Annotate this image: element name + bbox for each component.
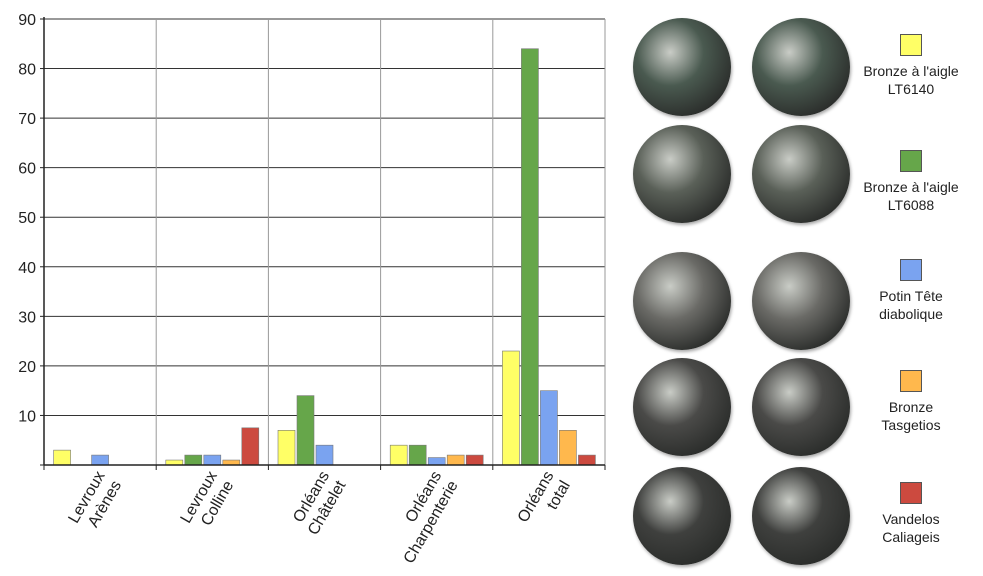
y-tick-label: 50 bbox=[18, 210, 36, 227]
y-tick-label: 60 bbox=[18, 161, 36, 178]
category-labels: LevrouxArènes LevrouxColline OrléansChâtel… bbox=[65, 468, 574, 567]
axes bbox=[40, 17, 606, 470]
y-tick-label: 30 bbox=[18, 309, 36, 326]
bar bbox=[465, 454, 484, 466]
bar bbox=[446, 454, 465, 466]
y-tick-label: 70 bbox=[18, 111, 36, 128]
legend-label: Vandelos Caliageis bbox=[882, 511, 940, 545]
bar bbox=[389, 444, 408, 466]
reverse-coin-5 bbox=[752, 467, 850, 565]
category-label: LevrouxColline bbox=[178, 468, 238, 535]
obverse-coin-2 bbox=[633, 125, 731, 223]
bars bbox=[53, 48, 596, 466]
category-label: Orléanstotal bbox=[515, 469, 574, 536]
legend-swatch bbox=[900, 34, 922, 56]
legend-item: Bronze à l'aigle LT6140 bbox=[846, 34, 976, 98]
bar bbox=[540, 390, 558, 466]
legend-swatch bbox=[900, 370, 922, 392]
y-tick-labels: 10 20 30 40 50 60 70 80 90 bbox=[18, 12, 36, 425]
category-label: LevrouxArènes bbox=[65, 469, 125, 536]
bar bbox=[521, 48, 539, 466]
bar bbox=[296, 395, 315, 466]
legend-label: Bronze à l'aigle LT6140 bbox=[863, 63, 959, 97]
reverse-coin-1 bbox=[752, 18, 850, 116]
bar bbox=[408, 444, 427, 466]
bar bbox=[53, 449, 71, 466]
bar bbox=[427, 457, 446, 466]
legend-item: Vandelos Caliageis bbox=[846, 482, 976, 546]
y-tick-label: 40 bbox=[18, 260, 36, 277]
svg-text:LevrouxColline: LevrouxColline bbox=[178, 468, 238, 535]
svg-text:OrléansChâtelet: OrléansChâtelet bbox=[289, 468, 350, 538]
y-tick-label: 90 bbox=[18, 12, 36, 29]
bar bbox=[203, 454, 222, 466]
svg-text:Orléanstotal: Orléanstotal bbox=[515, 469, 574, 536]
reverse-coin-2 bbox=[752, 125, 850, 223]
svg-text:LevrouxArènes: LevrouxArènes bbox=[65, 469, 125, 536]
reverse-coin-3 bbox=[752, 252, 850, 350]
bar bbox=[277, 430, 296, 466]
legend-item: Bronze à l'aigle LT6088 bbox=[846, 150, 976, 214]
y-tick-label: 10 bbox=[18, 408, 36, 425]
obverse-coin-5 bbox=[633, 467, 731, 565]
bar bbox=[184, 454, 203, 466]
y-tick-label: 20 bbox=[18, 359, 36, 376]
reverse-coin-4 bbox=[752, 358, 850, 456]
legend-swatch bbox=[900, 482, 922, 504]
legend-swatch bbox=[900, 259, 922, 281]
obverse-coin-1 bbox=[633, 18, 731, 116]
category-label: OrléansCharpenterie bbox=[384, 468, 462, 567]
svg-text:OrléansCharpenterie: OrléansCharpenterie bbox=[384, 468, 461, 566]
category-label: OrléansChâtelet bbox=[289, 468, 350, 539]
obverse-coin-3 bbox=[633, 252, 731, 350]
bar bbox=[91, 454, 109, 466]
bar bbox=[315, 444, 334, 466]
bar bbox=[559, 430, 577, 466]
y-tick-label: 80 bbox=[18, 62, 36, 79]
bar-chart: 10 20 30 40 50 60 70 80 90 LevrouxArènes LevrouxC… bbox=[18, 12, 606, 567]
obverse-coin-4 bbox=[633, 358, 731, 456]
grid bbox=[44, 18, 606, 465]
bar bbox=[578, 454, 596, 466]
legend-swatch bbox=[900, 150, 922, 172]
legend-label: Bronze Tasgetios bbox=[881, 399, 941, 433]
legend-label: Potin Tête diabolique bbox=[879, 288, 943, 322]
legend-item: Bronze Tasgetios bbox=[846, 370, 976, 434]
bar bbox=[502, 350, 520, 466]
legend-item: Potin Tête diabolique bbox=[846, 259, 976, 323]
legend-label: Bronze à l'aigle LT6088 bbox=[863, 179, 959, 213]
bar bbox=[241, 427, 260, 466]
